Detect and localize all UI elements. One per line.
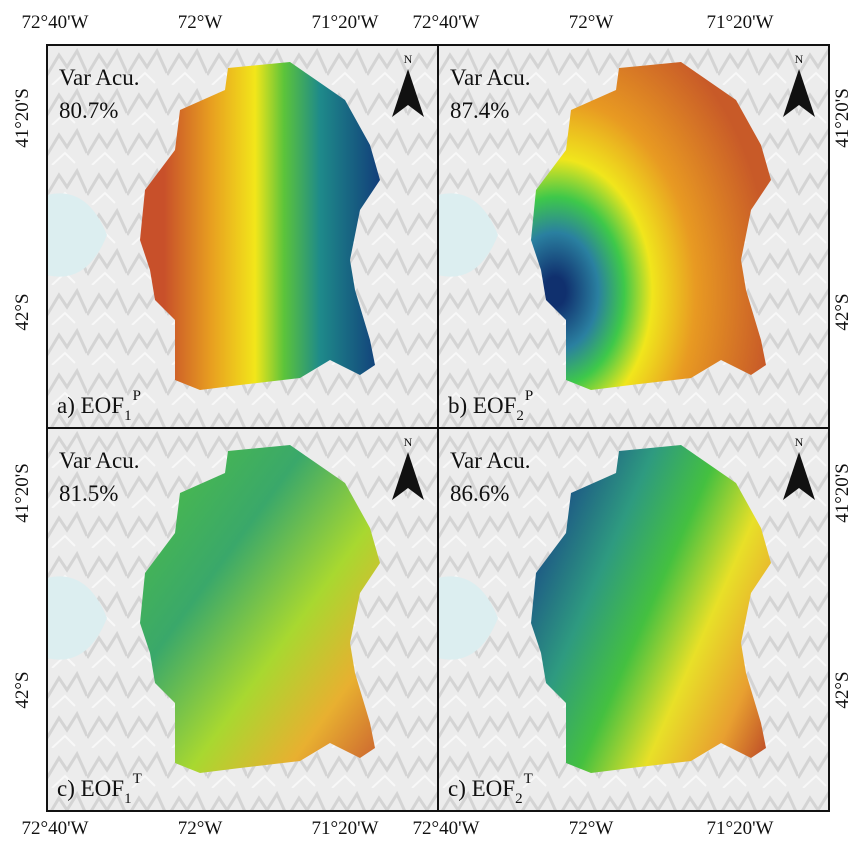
lat-label: 41°20'S — [832, 463, 853, 523]
north-letter: N — [795, 435, 804, 449]
lon-label: 72°40'W — [413, 818, 480, 839]
lon-label: 72°W — [569, 818, 614, 839]
label-superscript: P — [133, 388, 141, 404]
lon-label: 72°40'W — [22, 818, 89, 839]
label-superscript: P — [525, 388, 533, 404]
map-panel: Var Acu. 80.7% a) EOF1P N — [47, 45, 438, 428]
label-prefix: b) EOF — [448, 393, 516, 418]
north-letter: N — [795, 52, 804, 66]
lon-label: 72°W — [178, 12, 223, 33]
lon-label: 71°20'W — [707, 12, 774, 33]
label-prefix: a) EOF — [57, 393, 124, 418]
lon-label: 71°20'W — [707, 818, 774, 839]
lat-label: 42°S — [12, 671, 33, 708]
lat-label: 41°20'S — [12, 88, 33, 148]
label-superscript: T — [133, 771, 142, 787]
lon-label: 71°20'W — [312, 818, 379, 839]
label-subscript: 2 — [516, 408, 524, 424]
page: {"panels": [ {"title": "Var Acu.", "valu… — [0, 0, 862, 844]
lat-label: 42°S — [832, 293, 853, 330]
map-panel: Var Acu. 87.4% b) EOF2P N — [438, 45, 829, 428]
lon-label: 72°W — [569, 12, 614, 33]
north-letter: N — [404, 52, 413, 66]
north-letter: N — [404, 435, 413, 449]
map-panel: Var Acu. 86.6% c) EOF2T N — [438, 428, 829, 811]
label-subscript: 1 — [124, 791, 132, 807]
variance-title: Var Acu. — [450, 448, 530, 473]
variance-value: 87.4% — [450, 98, 509, 123]
lon-label: 72°40'W — [22, 12, 89, 33]
lat-label: 42°S — [832, 671, 853, 708]
lon-label: 72°W — [178, 818, 223, 839]
variance-value: 86.6% — [450, 481, 509, 506]
lat-label: 41°20'S — [12, 463, 33, 523]
figure: Var Acu.80.7%a) EOF1PNVar Acu.87.4%b) EO… — [0, 0, 862, 844]
lon-label: 72°40'W — [413, 12, 480, 33]
variance-title: Var Acu. — [450, 65, 530, 90]
label-superscript: T — [524, 771, 533, 787]
lat-label: 42°S — [12, 293, 33, 330]
variance-value: 80.7% — [59, 98, 118, 123]
variance-value: 81.5% — [59, 481, 118, 506]
label-prefix: c) EOF — [448, 776, 515, 801]
lat-label: 41°20'S — [832, 88, 853, 148]
label-subscript: 2 — [515, 791, 523, 807]
lon-label: 71°20'W — [312, 12, 379, 33]
label-prefix: c) EOF — [57, 776, 124, 801]
variance-title: Var Acu. — [59, 448, 139, 473]
map-panel: Var Acu. 81.5% c) EOF1T N — [47, 428, 438, 811]
label-subscript: 1 — [124, 408, 132, 424]
variance-title: Var Acu. — [59, 65, 139, 90]
